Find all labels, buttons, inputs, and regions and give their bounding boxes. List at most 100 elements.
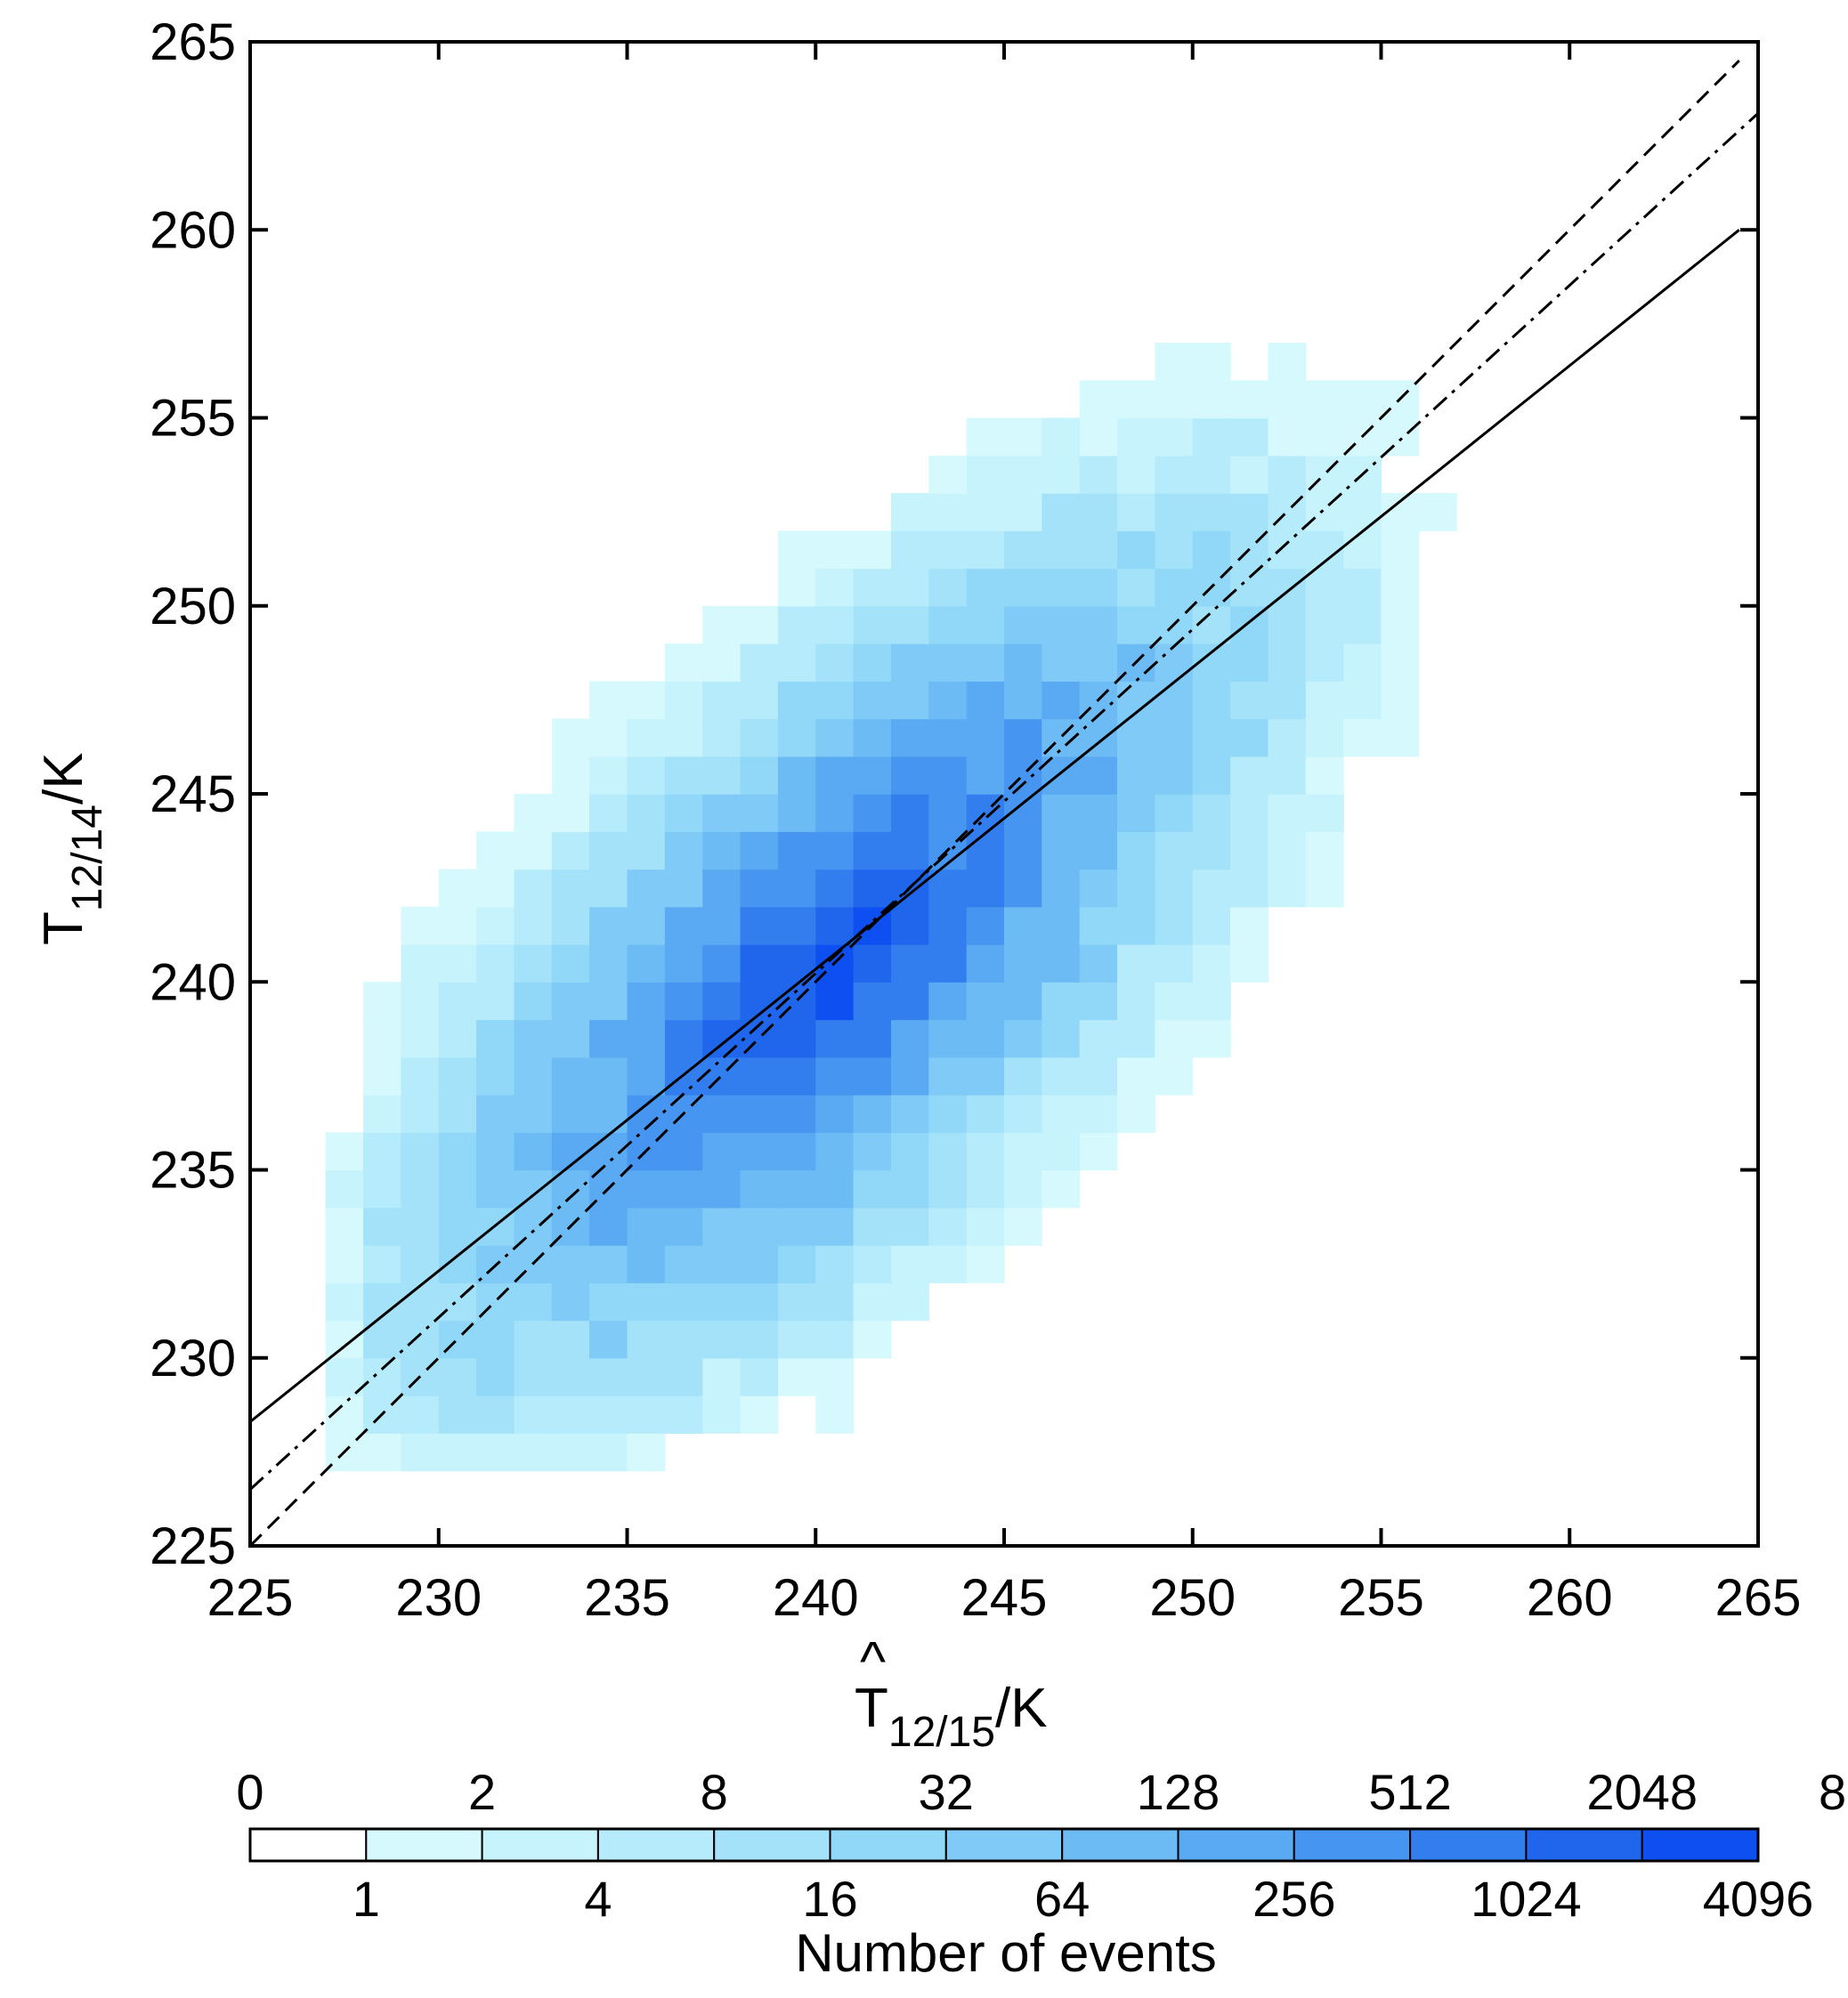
- heatmap-cell: [1381, 417, 1420, 457]
- heatmap-cell: [325, 1245, 364, 1283]
- colorbar-swatch: [829, 1828, 947, 1862]
- heatmap-cell: [401, 1207, 440, 1246]
- heatmap-cell: [815, 869, 855, 908]
- heatmap-cell: [1155, 380, 1194, 419]
- heatmap-cell: [1042, 1095, 1081, 1133]
- heatmap-cell: [891, 643, 929, 682]
- heatmap-cell: [1192, 869, 1231, 908]
- heatmap-cell: [815, 643, 855, 682]
- heatmap-cell: [363, 1169, 401, 1209]
- heatmap-cell: [1155, 982, 1194, 1021]
- heatmap-cell: [891, 906, 929, 945]
- heatmap-cell: [815, 1245, 855, 1283]
- heatmap-cell: [627, 1056, 666, 1096]
- heatmap-cell: [966, 530, 1005, 570]
- heatmap-cell: [1192, 455, 1231, 494]
- heatmap-cell: [966, 493, 1005, 531]
- colorbar-swatch: [365, 1828, 483, 1862]
- heatmap-cell: [1042, 1056, 1081, 1096]
- heatmap-cell: [740, 1245, 779, 1283]
- heatmap-cell: [1079, 530, 1118, 570]
- x-tick-label: 260: [1527, 1569, 1613, 1627]
- heatmap-cell: [363, 1357, 401, 1396]
- heatmap-cell: [1381, 568, 1420, 607]
- heatmap-cell: [438, 906, 477, 945]
- heatmap-cell: [1117, 718, 1155, 757]
- heatmap-cell: [1042, 681, 1081, 720]
- heatmap-cell: [627, 982, 666, 1021]
- heatmap-cell: [401, 1095, 440, 1133]
- heatmap-cell: [928, 756, 968, 795]
- heatmap-cell: [664, 1245, 703, 1283]
- heatmap-cell: [514, 1320, 553, 1359]
- heatmap-cell: [551, 1056, 590, 1096]
- heatmap-cell: [928, 493, 968, 531]
- reference-line-dashed: [250, 60, 1740, 1546]
- heatmap-cell: [514, 1395, 553, 1434]
- colorbar-bottom-label: 16: [802, 1871, 857, 1927]
- heatmap-cell: [1079, 1132, 1118, 1171]
- heatmap-cell: [325, 1132, 364, 1171]
- heatmap-cell: [702, 756, 742, 795]
- colorbar-top-label: 32: [919, 1764, 974, 1820]
- x-axis-label-unit: /K: [995, 1678, 1048, 1739]
- y-tick-label: 255: [150, 390, 236, 448]
- heatmap-cell: [627, 718, 666, 757]
- heatmap-cell: [1343, 380, 1382, 419]
- heatmap-cell: [891, 794, 929, 832]
- heatmap-cell: [891, 681, 929, 720]
- heatmap-cell: [928, 869, 968, 908]
- y-axis-label-main: T: [33, 911, 94, 945]
- heatmap-cell: [777, 794, 816, 832]
- heatmap-cell: [476, 1433, 515, 1472]
- axis-tick-labels: 225 230 235 240 245 250 255 260 265 225 230 235 240 2…: [150, 13, 1801, 1627]
- x-tick-label: 240: [773, 1569, 859, 1627]
- heatmap-cell: [966, 681, 1005, 720]
- heatmap-cell: [702, 906, 742, 945]
- y-axis-label-unit: /K: [33, 752, 94, 805]
- heatmap-cell: [1305, 417, 1344, 457]
- heatmap-cell: [740, 1395, 779, 1434]
- heatmap-cell: [777, 568, 816, 607]
- heatmap-cell: [853, 718, 892, 757]
- heatmap-cell: [589, 831, 628, 870]
- heatmap-cell: [1004, 681, 1042, 720]
- heatmap-cell: [1268, 831, 1307, 870]
- x-tick-label: 265: [1715, 1569, 1802, 1627]
- y-tick-label: 250: [150, 578, 236, 635]
- heatmap-cell: [401, 1320, 440, 1359]
- heatmap-cell: [476, 1019, 515, 1058]
- heatmap-cell: [664, 681, 703, 720]
- heatmap-cell: [1381, 643, 1420, 682]
- heatmap-cell: [664, 906, 703, 945]
- colorbar-bottom-label: 4096: [1703, 1871, 1814, 1927]
- heatmap-cell: [438, 1433, 477, 1472]
- heatmap-cell: [777, 718, 816, 757]
- reference-line-dash-dot: [250, 112, 1758, 1491]
- heatmap-cell: [589, 1019, 628, 1058]
- heatmap-cell: [514, 1433, 553, 1472]
- heatmap-cell: [815, 831, 855, 870]
- heatmap-cell: [476, 1395, 515, 1434]
- x-tick-label: 235: [584, 1569, 670, 1627]
- heatmap-cell: [363, 1433, 401, 1472]
- heatmap-cell: [928, 1169, 968, 1209]
- heatmap-cell: [740, 906, 779, 945]
- heatmap-cell: [401, 1132, 440, 1171]
- heatmap-cell: [363, 1019, 401, 1058]
- x-axis-label: T12/15/K: [855, 1678, 1048, 1756]
- heatmap-cell: [438, 1132, 477, 1171]
- heatmap-cell: [740, 944, 779, 983]
- heatmap-cell: [740, 831, 779, 870]
- heatmap-cell: [401, 1433, 440, 1472]
- heatmap-cell: [1343, 568, 1382, 607]
- heatmap-cell: [1230, 756, 1269, 795]
- x-tick-label: 230: [395, 1569, 482, 1627]
- heatmap-cell: [1117, 906, 1155, 945]
- heatmap-cell: [928, 1019, 968, 1058]
- heatmap-cell: [928, 1207, 968, 1246]
- heatmap-cell: [1117, 794, 1155, 832]
- heatmap-cell: [551, 1245, 590, 1283]
- heatmap-cell: [1192, 417, 1231, 457]
- heatmap-cell: [1079, 643, 1118, 682]
